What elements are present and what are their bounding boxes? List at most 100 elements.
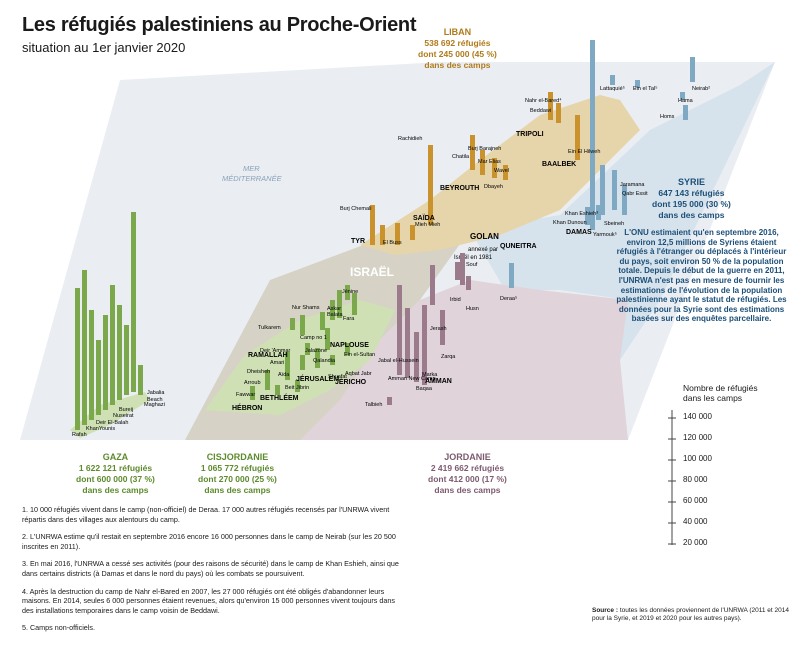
- syria-camp-label-3: Neirab²: [692, 86, 710, 92]
- lebanon-camp-label-5: Mar Elias: [478, 159, 501, 165]
- westbank-camp-label-13: Dheisheh: [247, 369, 270, 375]
- syria-bar-8: [622, 185, 627, 215]
- jordan-camp-label-3: Husn: [466, 306, 479, 312]
- city-label-naplouse: NAPLOUSE: [330, 342, 369, 349]
- footnote-3: 3. En mai 2016, l'UNRWA a cessé ses acti…: [22, 559, 399, 578]
- jordan-bar-6: [397, 285, 402, 375]
- westbank-bar-14: [265, 370, 270, 390]
- westbank-camp-label-17: Arroub: [244, 380, 261, 386]
- westbank-camp-label-12: Ein el-Sultan: [344, 352, 375, 358]
- westbank-bar-8: [305, 343, 310, 355]
- scale-title-line-1: Nombre de réfugiés: [683, 383, 758, 393]
- golan-label: GOLAN: [470, 232, 499, 241]
- israel-label: ISRAËL: [350, 264, 394, 279]
- gaza-bar-9: [131, 212, 136, 392]
- westbank-bar-10: [300, 355, 305, 370]
- syria-camp-label-4: Hama: [678, 98, 694, 104]
- jordan-camp-label-9: Baqaa: [416, 386, 433, 392]
- jordan-camp-label-5: Zarqa: [441, 354, 456, 360]
- city-label-beyrouth: BEYROUTH: [440, 185, 479, 192]
- jordan-bar-1: [455, 262, 460, 280]
- lebanon-camp-label-3: Burj Barajneh: [468, 146, 501, 152]
- source-note: Source : toutes les données proviennent …: [592, 607, 792, 623]
- region-cisjordanie: CISJORDANIE 1 065 772 réfugiés dont 270 …: [198, 452, 277, 496]
- syria-camp-label-2: Ein el Tal⁵: [633, 85, 658, 92]
- footnote-2: 2. L'UNRWA estime qu'il restait en septe…: [22, 532, 396, 551]
- footnote-5: 5. Camps non-officiels.: [22, 623, 95, 633]
- city-label-tyr: TYR: [351, 238, 365, 245]
- lebanon-camp-label-7: Wavel: [494, 168, 509, 174]
- gaza-bar-6: [110, 285, 115, 405]
- westbank-camp-label-3: Balata: [327, 312, 344, 318]
- gaza-camp-label-8: Rafah: [72, 432, 87, 438]
- scale-tick-100000: 100 000: [683, 454, 712, 463]
- jordan-camp-label-2: Irbid: [450, 297, 461, 303]
- westbank-bar-18: [250, 386, 255, 400]
- westbank-bar-2: [330, 300, 335, 320]
- westbank-bar-6: [300, 315, 305, 335]
- page-subtitle: situation au 1er janvier 2020: [22, 40, 186, 55]
- westbank-bar-16: [275, 385, 280, 395]
- footnote-4: 4. Après la destruction du camp de Nahr …: [22, 586, 395, 615]
- scale-tick-60000: 60 000: [683, 496, 708, 505]
- region-cisjordanie-line-3: dans des camps: [204, 485, 271, 495]
- region-syrie-line-2: dont 195 000 (30 %): [652, 199, 731, 209]
- jordan-camp-label-8: Marka: [422, 372, 438, 378]
- lebanon-camp-label-4: Chatila: [452, 154, 470, 160]
- westbank-bar-17: [295, 380, 300, 392]
- city-label-ramallah: RAMALLAH: [248, 352, 288, 359]
- region-cisjordanie-line-2: dont 270 000 (25 %): [198, 474, 277, 484]
- westbank-camp-label-10: Amari: [270, 360, 284, 366]
- lebanon-camp-label-1: Nahr el-Bared⁴: [525, 97, 562, 104]
- region-syrie-line-1: 647 143 réfugiés: [658, 188, 725, 198]
- city-label-jérusalem: JÉRUSALEM: [296, 374, 339, 383]
- syria-bar-1: [590, 40, 595, 230]
- golan-annex-label-1: annexé par: [468, 247, 498, 253]
- westbank-bar-12: [330, 355, 335, 365]
- westbank-camp-label-8: Deir 'Ammar: [260, 348, 291, 354]
- source-text: toutes les données proviennent de l'UNRW…: [592, 607, 789, 622]
- region-liban: LIBAN 538 692 réfugiés dont 245 000 (45 …: [418, 27, 497, 71]
- golan-annex-label-2: Israël en 1981: [454, 255, 493, 261]
- jordan-bar-8: [414, 332, 419, 382]
- gaza-camp-label-3: Maghazi: [144, 402, 165, 408]
- gaza-bar-10: [138, 365, 143, 395]
- gaza-bar-2: [82, 270, 87, 425]
- westbank-camp-label-4: Fara: [343, 316, 355, 322]
- city-label-amman: AMMAN: [425, 378, 452, 385]
- syria-bar-7: [612, 170, 617, 210]
- lebanon-bar-11: [395, 223, 400, 245]
- scale-tick-120000: 120 000: [683, 433, 712, 442]
- camp-bars: [75, 40, 695, 430]
- scale-tick-20000: 20 000: [683, 538, 708, 547]
- gaza-bar-3: [89, 310, 94, 420]
- westbank-bar-4: [352, 293, 357, 315]
- westbank-bar-15: [285, 352, 290, 380]
- syria-camp-label-11: Yarmouk⁵: [593, 231, 617, 238]
- syria-bar-9: [600, 165, 605, 215]
- syria-bar-12: [509, 263, 514, 288]
- syria-bar-10: [596, 205, 601, 220]
- syria-bar-3: [635, 80, 640, 88]
- gaza-bar-4: [96, 340, 101, 415]
- westbank-camp-label-16: Aqbat Jabr: [345, 371, 372, 377]
- westbank-camp-label-18: Beit Jibrin: [285, 385, 309, 391]
- westbank-camp-label-1: Jénine: [342, 289, 358, 295]
- scale-tick-40000: 40 000: [683, 517, 708, 526]
- gaza-bar-8: [124, 325, 129, 395]
- region-gaza-line-1: 1 622 121 réfugiés: [78, 463, 153, 473]
- region-gaza: GAZA 1 622 121 réfugiés dont 600 000 (37…: [76, 452, 155, 496]
- region-gaza-line-2: dont 600 000 (37 %): [76, 474, 155, 484]
- lebanon-bar-8: [428, 145, 433, 225]
- page-title: Les réfugiés palestiniens au Proche-Orie…: [22, 14, 417, 36]
- lebanon-bar-6: [503, 165, 508, 180]
- city-label-bethléem: BETHLÉEM: [260, 393, 299, 402]
- lebanon-camp-label-9: Rachidieh: [398, 136, 422, 142]
- region-jordanie: JORDANIE 2 419 662 réfugiés dont 412 000…: [428, 452, 507, 496]
- westbank-camp-label-9: Jalazone: [305, 348, 327, 354]
- region-liban-name: LIBAN: [443, 27, 472, 37]
- region-jordanie-name: JORDANIE: [444, 452, 491, 462]
- westbank-camp-label-6: Tulkarem: [258, 325, 281, 331]
- syria-camp-label-12: Deraa⁵: [500, 295, 517, 302]
